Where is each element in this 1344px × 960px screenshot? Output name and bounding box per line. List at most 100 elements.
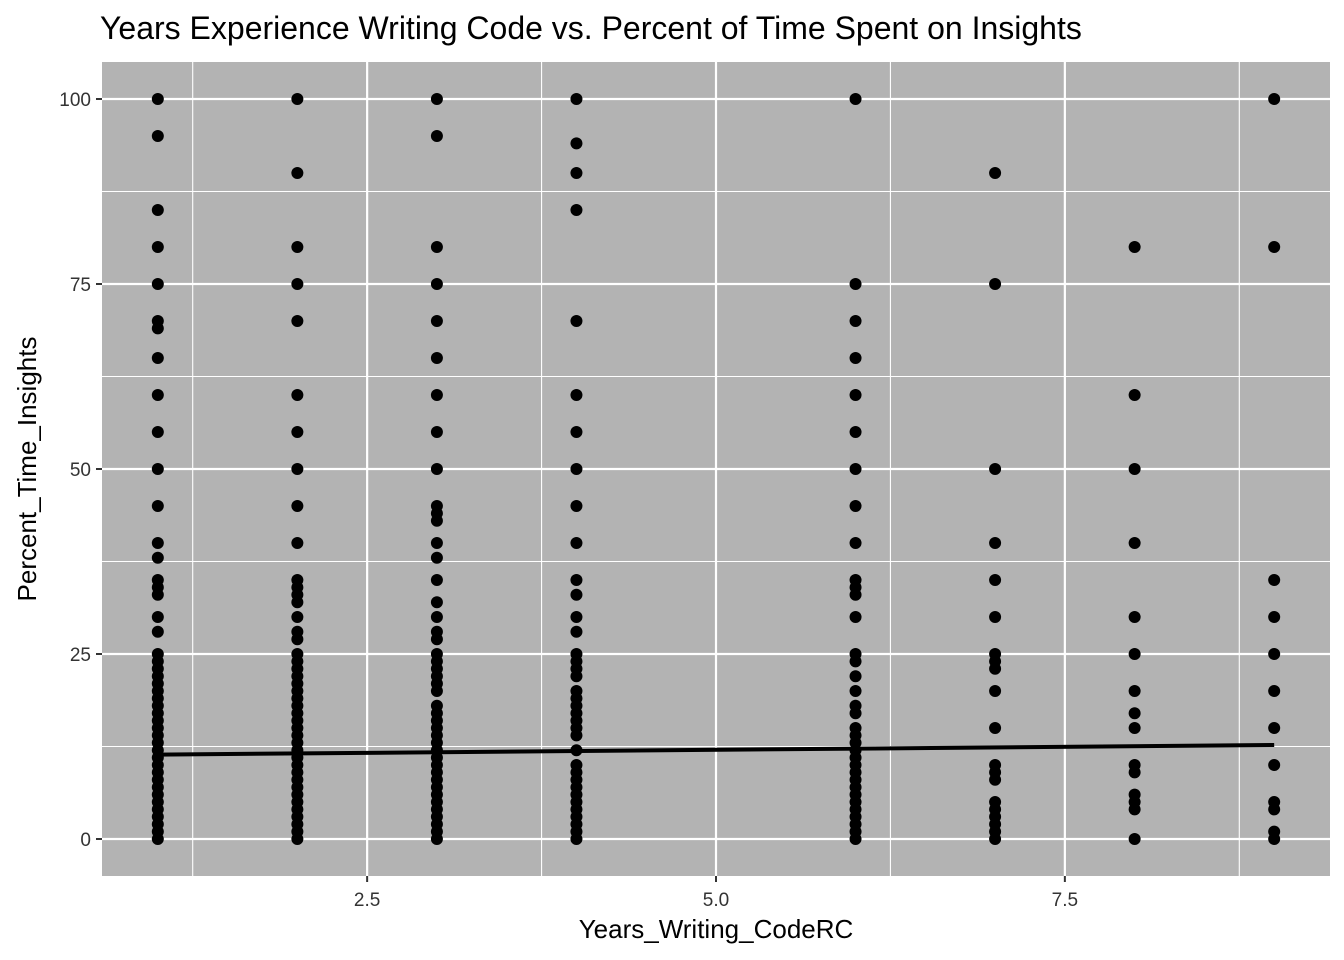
- data-point: [291, 596, 304, 609]
- data-point: [570, 588, 583, 601]
- data-point: [849, 93, 862, 105]
- trend-line-group: [157, 743, 1275, 757]
- data-point: [570, 670, 583, 683]
- data-point: [151, 551, 164, 564]
- data-point: [1268, 574, 1281, 586]
- data-point: [291, 611, 304, 623]
- trend-line: [157, 743, 1275, 757]
- axes: 2.5 5.0 7.5 0 25 50 75 100: [59, 90, 1078, 911]
- data-point: [151, 500, 164, 512]
- data-point: [151, 611, 164, 623]
- data-point: [430, 315, 443, 327]
- data-point: [1128, 389, 1141, 401]
- y-tick-label: 100: [59, 90, 91, 111]
- data-point: [1268, 241, 1281, 253]
- data-point: [570, 167, 583, 179]
- data-point: [430, 514, 443, 527]
- data-point: [849, 655, 862, 668]
- data-point: [989, 773, 1002, 786]
- data-point: [430, 130, 443, 142]
- data-point: [291, 167, 304, 179]
- y-tick-label: 50: [70, 460, 91, 481]
- data-point: [849, 670, 862, 683]
- data-point: [989, 833, 1002, 845]
- data-point: [151, 130, 164, 142]
- data-point: [1128, 833, 1141, 845]
- x-axis-label: Years_Writing_CodeRC: [579, 914, 854, 944]
- data-point: [570, 611, 583, 623]
- data-point: [430, 93, 443, 105]
- data-point: [151, 389, 164, 401]
- chart-title: Years Experience Writing Code vs. Percen…: [100, 10, 1082, 46]
- data-point: [570, 500, 583, 512]
- data-point: [989, 722, 1002, 734]
- data-point: [570, 204, 583, 216]
- data-point: [570, 389, 583, 401]
- data-point: [989, 611, 1002, 623]
- data-point: [849, 463, 862, 475]
- data-point: [291, 315, 304, 327]
- data-point: [430, 685, 443, 697]
- data-point: [849, 611, 862, 623]
- data-point: [151, 833, 164, 845]
- data-point: [151, 352, 164, 364]
- data-point: [849, 588, 862, 601]
- data-point: [849, 315, 862, 327]
- data-point: [570, 574, 583, 586]
- data-point: [570, 537, 583, 549]
- x-tick-label: 7.5: [1052, 890, 1078, 911]
- data-point: [570, 729, 583, 742]
- data-point: [570, 93, 583, 105]
- data-point: [849, 352, 862, 364]
- data-point: [1128, 707, 1141, 720]
- data-point: [1128, 685, 1141, 697]
- data-point: [1128, 463, 1141, 475]
- data-point: [291, 463, 304, 475]
- data-point: [1128, 722, 1141, 734]
- data-point: [291, 633, 304, 646]
- data-point: [570, 426, 583, 438]
- data-point: [849, 500, 862, 512]
- data-point: [989, 537, 1002, 549]
- x-tick-label: 2.5: [354, 890, 380, 911]
- data-point: [430, 633, 443, 646]
- data-point: [151, 463, 164, 475]
- data-point: [570, 463, 583, 475]
- data-point: [430, 241, 443, 253]
- data-point: [291, 93, 304, 105]
- data-point: [1128, 766, 1141, 779]
- data-point: [1268, 759, 1281, 771]
- data-point: [1268, 648, 1281, 660]
- data-point: [430, 551, 443, 564]
- data-point: [989, 685, 1002, 697]
- data-point: [1268, 803, 1281, 816]
- data-point: [291, 833, 304, 845]
- data-point: [1128, 648, 1141, 660]
- data-point: [430, 833, 443, 845]
- data-point: [849, 389, 862, 401]
- data-point: [151, 588, 164, 601]
- data-point: [430, 352, 443, 364]
- data-point: [430, 278, 443, 290]
- y-axis-label: Percent_Time_Insights: [12, 337, 42, 602]
- y-tick-label: 75: [70, 275, 91, 296]
- data-point: [291, 278, 304, 290]
- data-point: [570, 833, 583, 845]
- data-point: [989, 463, 1002, 475]
- data-point: [849, 685, 862, 697]
- data-point: [151, 204, 164, 216]
- data-point: [151, 93, 164, 105]
- data-point: [151, 278, 164, 290]
- data-point: [1128, 241, 1141, 253]
- data-point: [291, 500, 304, 512]
- data-point: [151, 537, 164, 549]
- data-point: [291, 426, 304, 438]
- data-point: [849, 707, 862, 720]
- data-point: [849, 278, 862, 290]
- data-point: [1128, 537, 1141, 549]
- data-point: [849, 833, 862, 845]
- data-point: [430, 611, 443, 623]
- grid-lines: [102, 62, 1330, 876]
- data-point: [849, 426, 862, 438]
- data-point: [151, 426, 164, 438]
